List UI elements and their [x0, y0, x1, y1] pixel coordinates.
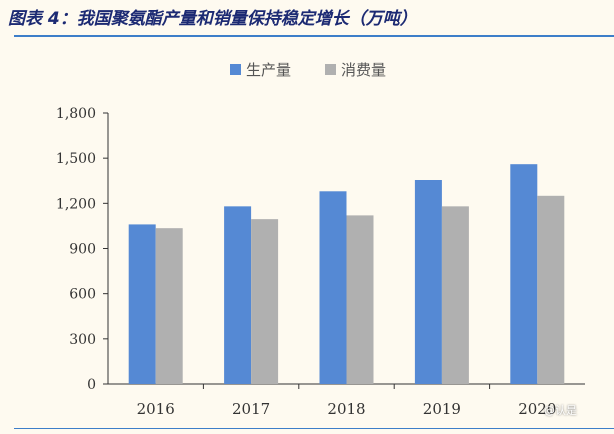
bottom-rule — [14, 428, 614, 429]
y-tick-label: 1,500 — [56, 151, 96, 167]
legend-swatch-production — [230, 64, 241, 75]
bars — [128, 164, 565, 384]
bar-consumption-2016 — [155, 228, 183, 384]
legend-label-production: 生产量 — [246, 61, 291, 79]
x-tick-label: 2019 — [423, 400, 461, 418]
x-tick-label: 2016 — [137, 400, 175, 418]
bar-production-2020 — [510, 164, 538, 384]
bar-consumption-2020 — [537, 195, 565, 384]
x-tick-label: 2018 — [327, 400, 365, 418]
legend: 生产量 消费量 — [230, 61, 386, 79]
y-tick-label: 0 — [87, 377, 96, 393]
bar-consumption-2019 — [441, 206, 469, 384]
watermark: @认是 — [544, 404, 577, 417]
x-tick-label: 2020 — [518, 400, 556, 418]
bar-production-2018 — [319, 191, 347, 384]
legend-swatch-consumption — [325, 64, 336, 75]
bar-consumption-2017 — [251, 219, 279, 384]
y-tick-label: 900 — [69, 242, 96, 258]
y-tick-label: 600 — [69, 287, 96, 303]
y-tick-label: 1,200 — [56, 196, 96, 212]
y-tick-label: 1,800 — [56, 106, 96, 122]
legend-label-consumption: 消费量 — [341, 61, 386, 79]
x-tick-label: 2017 — [232, 400, 270, 418]
y-axis-ticks: 0 300 600 900 1,200 1,500 1,800 — [56, 106, 108, 393]
bar-production-2017 — [224, 206, 252, 384]
x-axis-ticks: 2016 2017 2018 2019 2020 — [137, 384, 556, 418]
bar-consumption-2018 — [346, 215, 374, 384]
y-tick-label: 300 — [69, 332, 96, 348]
bar-production-2016 — [128, 224, 156, 384]
bar-production-2019 — [414, 179, 442, 384]
chart-title: 图表 4：我国聚氨酯产量和销量保持稳定增长（万吨） — [8, 9, 417, 29]
title-rule — [14, 35, 614, 37]
